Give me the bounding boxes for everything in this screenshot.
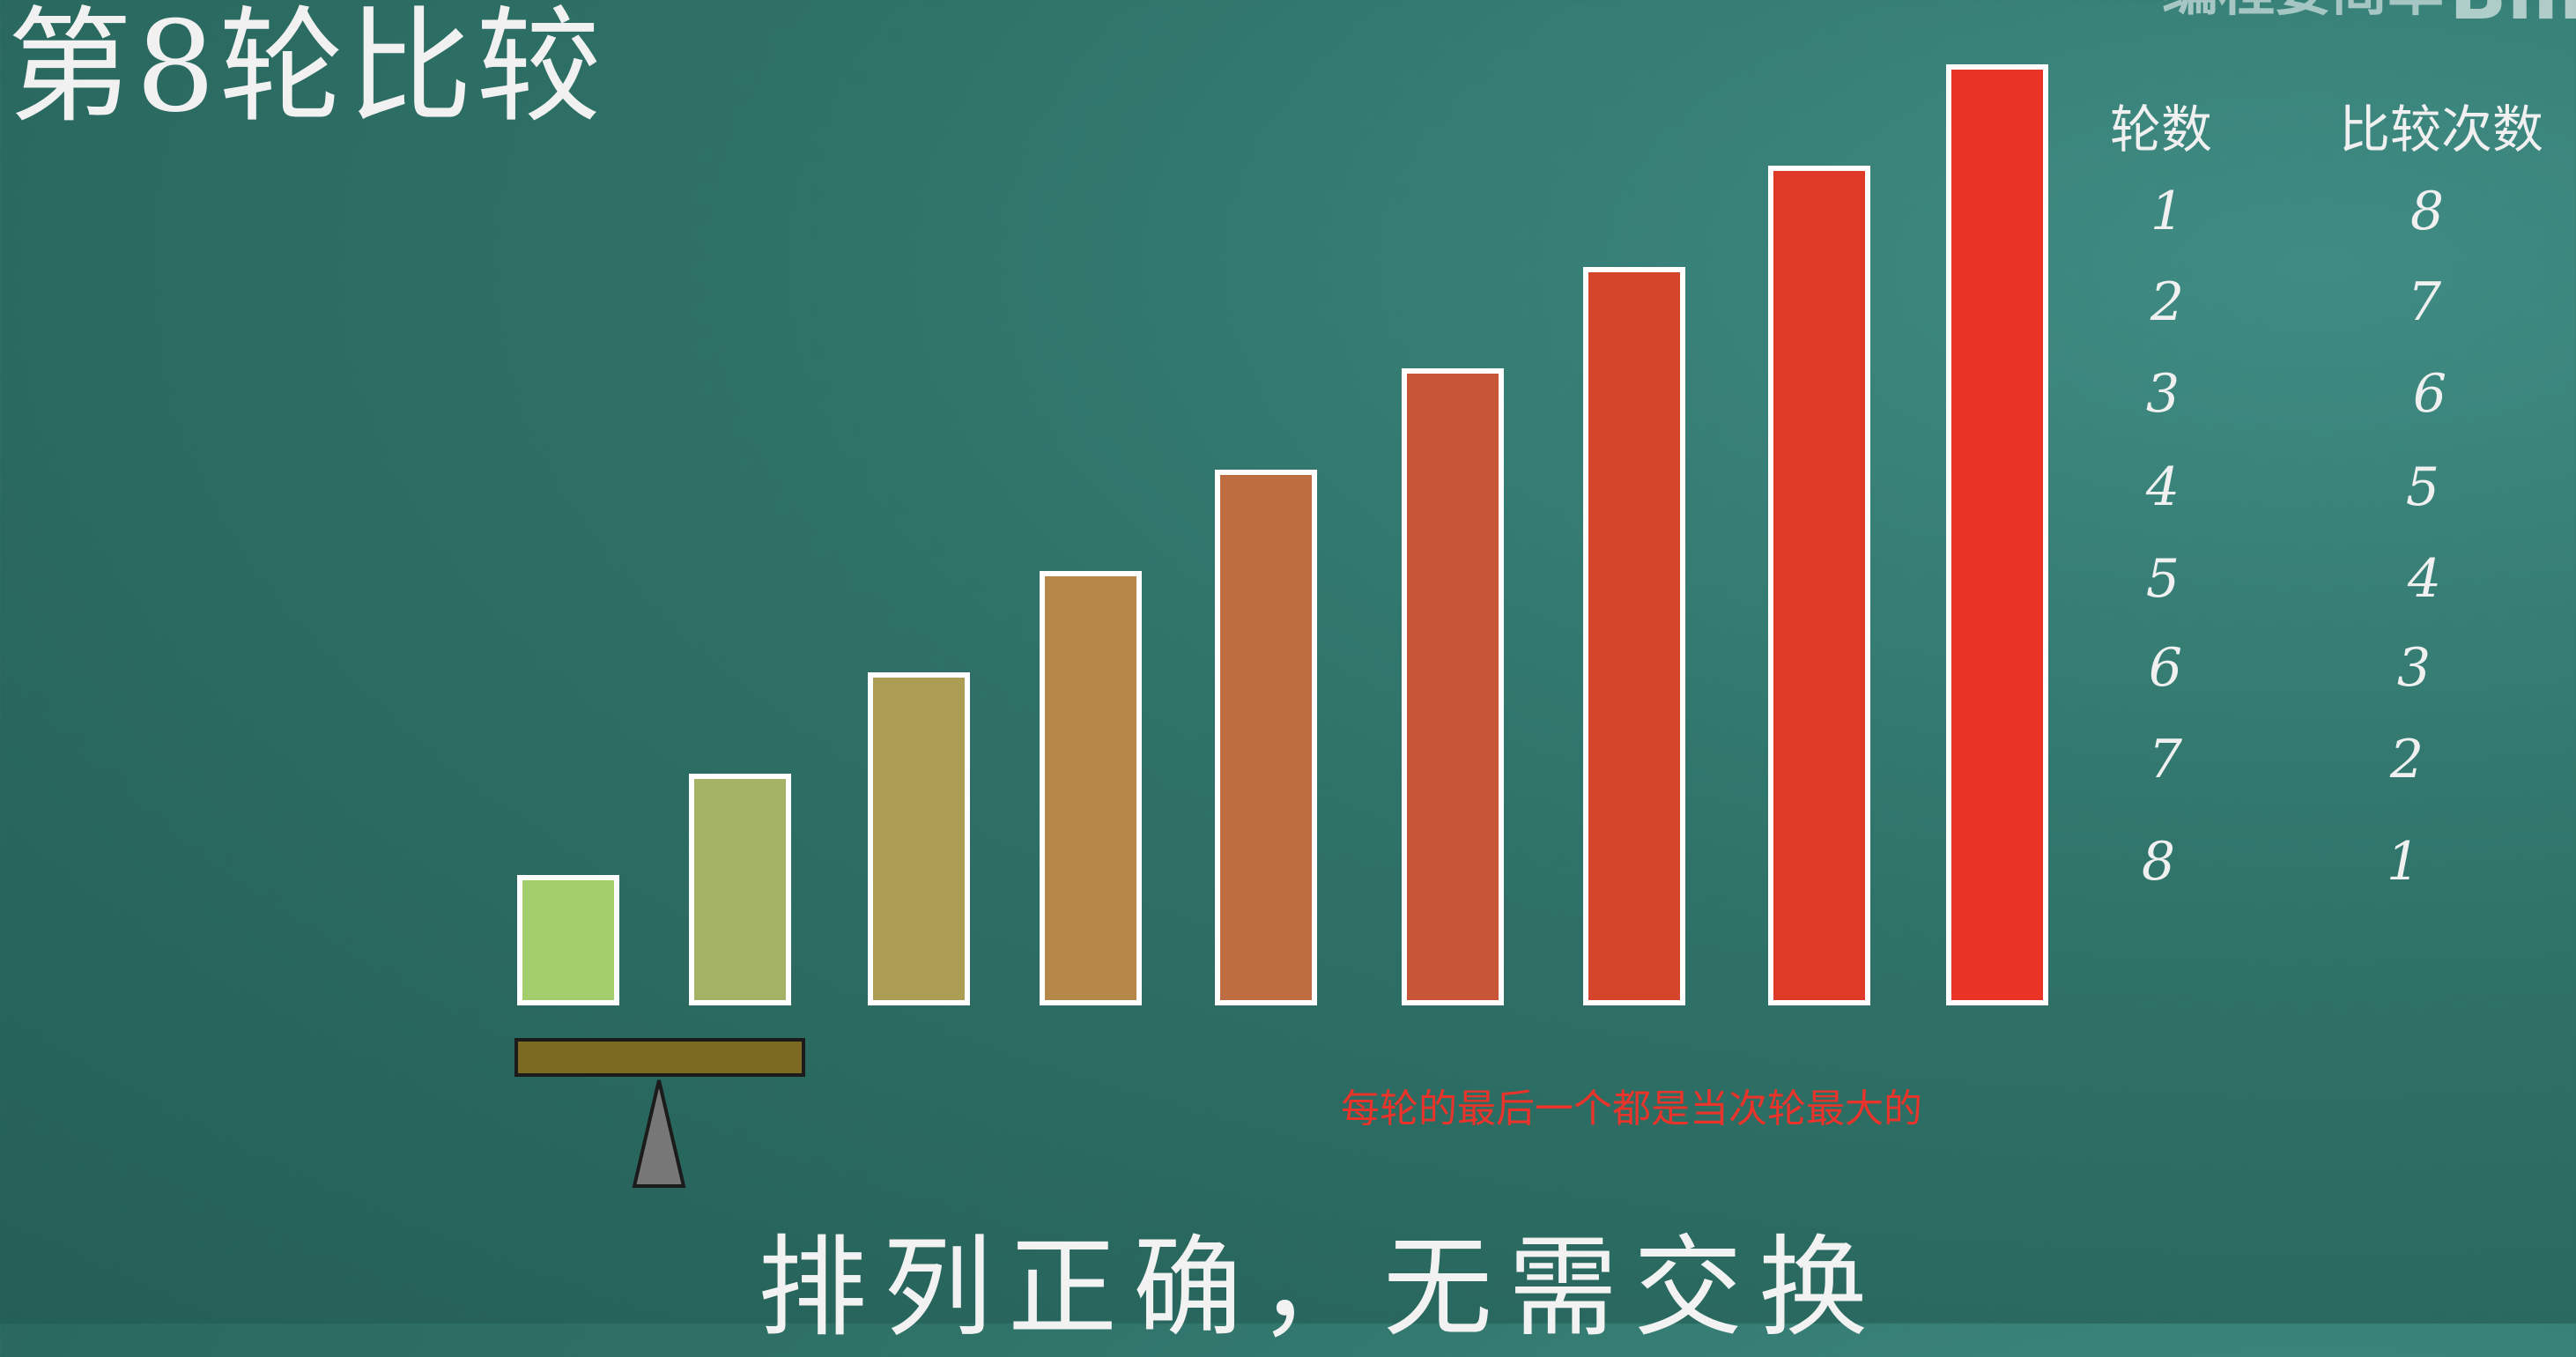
bar — [1215, 470, 1317, 1005]
bar — [1040, 571, 1142, 1005]
bar — [868, 672, 970, 1005]
watermark-logo: Bili — [2449, 0, 2576, 37]
table-cell-round: 7 — [2148, 729, 2183, 790]
seesaw-pivot-icon — [632, 1079, 686, 1188]
watermark-text: 编程要简单 — [2162, 0, 2444, 26]
bar — [1946, 64, 2048, 1005]
table-cell-comparisons: 2 — [2389, 729, 2424, 790]
table-cell-round: 4 — [2145, 456, 2180, 518]
table-cell-round: 5 — [2145, 548, 2180, 610]
table-cell-round: 3 — [2145, 363, 2180, 425]
bar — [517, 875, 619, 1005]
table-cell-comparisons: 1 — [2386, 831, 2421, 893]
table-cell-comparisons: 6 — [2412, 363, 2447, 425]
table-cell-comparisons: 5 — [2405, 456, 2440, 518]
note-text: 每轮的最后一个都是当次轮最大的 — [1341, 1086, 1922, 1131]
bar — [1768, 166, 1870, 1005]
slide-title: 第8轮比较 — [7, 0, 605, 140]
table-cell-round: 2 — [2150, 271, 2185, 333]
table-header-comparisons: 比较次数 — [2339, 100, 2544, 159]
table-cell-round: 1 — [2150, 181, 2185, 242]
table-cell-comparisons: 7 — [2407, 271, 2442, 333]
bar — [1583, 267, 1685, 1005]
table-header-round: 轮数 — [2110, 100, 2213, 159]
bar — [1402, 368, 1504, 1005]
table-cell-round: 8 — [2141, 831, 2176, 893]
table-cell-round: 6 — [2148, 637, 2183, 699]
seesaw-plank — [514, 1038, 805, 1077]
bar-visualization — [517, 64, 2048, 1005]
caption-text: 排列正确，无需交换 — [758, 1225, 1884, 1352]
table-cell-comparisons: 4 — [2407, 548, 2442, 610]
bar — [689, 774, 791, 1005]
table-cell-comparisons: 8 — [2409, 181, 2445, 242]
table-cell-comparisons: 3 — [2396, 637, 2432, 699]
